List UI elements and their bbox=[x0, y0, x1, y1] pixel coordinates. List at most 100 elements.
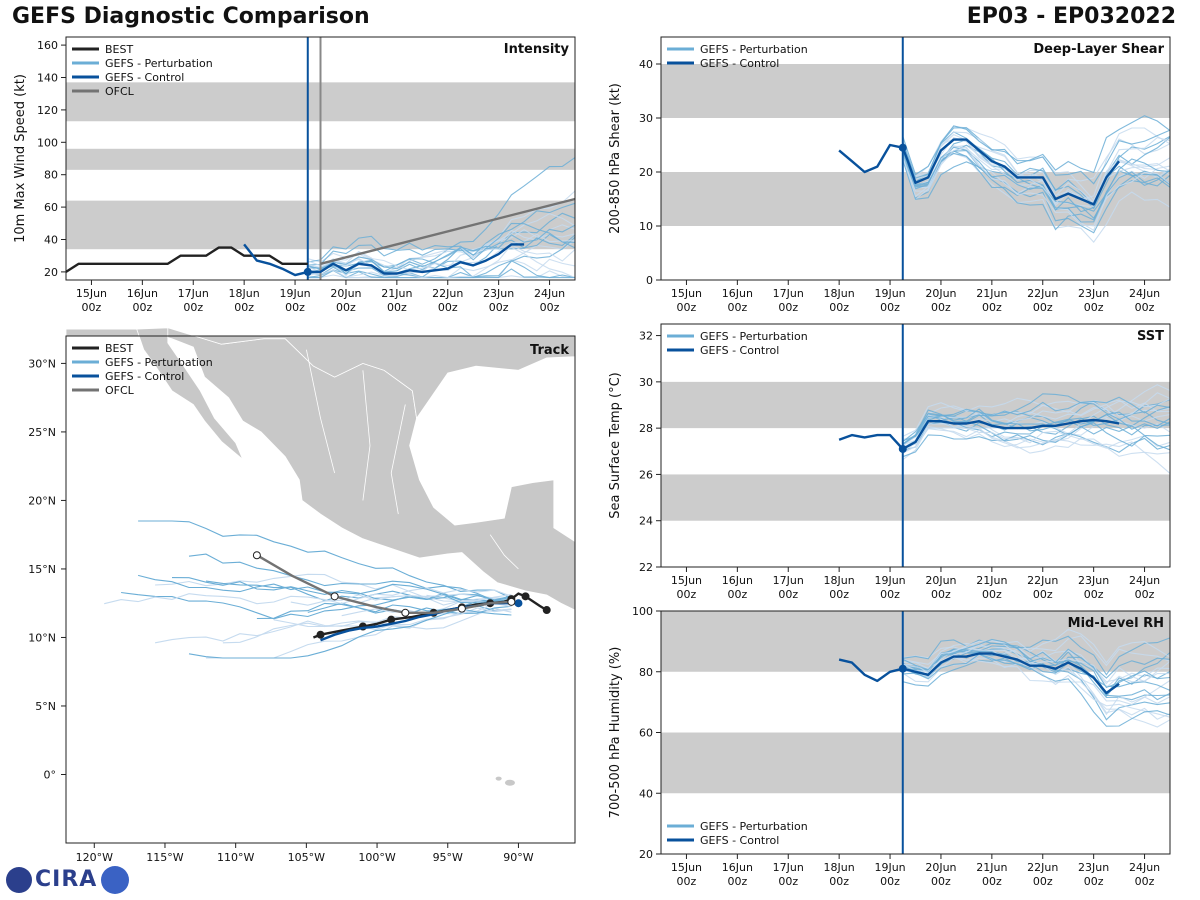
y-tick-label: 32 bbox=[639, 330, 653, 343]
bestline bbox=[65, 246, 308, 273]
x-tick-label: 24Jun bbox=[1129, 287, 1160, 300]
x-tick-label: 00z bbox=[540, 301, 560, 314]
y-tick-label: 40 bbox=[639, 787, 653, 800]
perturbation-line bbox=[902, 427, 1171, 457]
state-border bbox=[489, 534, 519, 570]
x-tick-label: 24Jun bbox=[1129, 574, 1160, 587]
x-tick-label: 00z bbox=[727, 588, 747, 601]
perturbation-line bbox=[902, 397, 1171, 437]
cira-logo: CIRA bbox=[6, 866, 130, 894]
control-point bbox=[514, 599, 523, 608]
x-tick-label: 00z bbox=[727, 875, 747, 888]
perturbation-line bbox=[902, 127, 1171, 201]
perturbation-track bbox=[188, 553, 512, 602]
x-tick-label: 23Jun bbox=[483, 287, 514, 300]
x-tick-label: 20Jun bbox=[925, 861, 956, 874]
x-tick-label: 00z bbox=[438, 301, 458, 314]
x-tick-label: 21Jun bbox=[381, 287, 412, 300]
perturbation-line bbox=[902, 642, 1171, 706]
x-tick-label: 19Jun bbox=[874, 861, 905, 874]
legend-label: GEFS - Perturbation bbox=[700, 43, 808, 56]
perturbation-line bbox=[902, 408, 1171, 451]
figure-title: GEFS Diagnostic Comparison bbox=[12, 4, 370, 29]
x-tick-label: 19Jun bbox=[874, 287, 905, 300]
init-point bbox=[898, 664, 907, 673]
x-tick-label: 00z bbox=[727, 301, 747, 314]
x-tick-label: 21Jun bbox=[976, 861, 1007, 874]
perturbation-line bbox=[902, 645, 1171, 701]
ofclpoint bbox=[401, 608, 410, 617]
init-point bbox=[898, 444, 907, 453]
x-tick-label: 00z bbox=[132, 301, 152, 314]
x-tick-label: 23Jun bbox=[1078, 861, 1109, 874]
x-tick-label: 17Jun bbox=[773, 861, 804, 874]
x-tick-label: 15Jun bbox=[671, 574, 702, 587]
legend-label: GEFS - Control bbox=[105, 71, 184, 84]
x-tick-label: 90°W bbox=[503, 851, 533, 864]
y-tick-label: 26 bbox=[639, 468, 653, 481]
state-border bbox=[306, 349, 335, 474]
axes-frame bbox=[660, 323, 1171, 568]
bestpoint bbox=[521, 592, 530, 601]
y-axis-label: 200-850 hPa Shear (kt) bbox=[608, 83, 623, 234]
init-point bbox=[303, 267, 312, 276]
x-tick-label: 17Jun bbox=[773, 287, 804, 300]
perturbation-line bbox=[902, 648, 1171, 691]
perturbation-track bbox=[121, 591, 512, 620]
perturbation-line bbox=[902, 131, 1171, 223]
legend-label: GEFS - Perturbation bbox=[700, 330, 808, 343]
axes-frame bbox=[65, 36, 576, 281]
y-tick-label: 22 bbox=[639, 561, 653, 574]
panel-title: Intensity bbox=[504, 42, 570, 57]
x-tick-label: 00z bbox=[82, 301, 102, 314]
y-tick-label: 30°N bbox=[28, 357, 56, 370]
x-tick-label: 18Jun bbox=[824, 287, 855, 300]
x-tick-label: 00z bbox=[931, 875, 951, 888]
axes-frame bbox=[660, 36, 1171, 281]
x-tick-label: 95°W bbox=[433, 851, 463, 864]
x-tick-label: 00z bbox=[677, 588, 697, 601]
perturbation-line bbox=[902, 646, 1171, 728]
x-tick-label: 110°W bbox=[217, 851, 254, 864]
init-point bbox=[898, 143, 907, 152]
gefs-controlline bbox=[838, 138, 1121, 206]
x-tick-label: 00z bbox=[336, 301, 356, 314]
x-tick-label: 24Jun bbox=[1129, 861, 1160, 874]
ofclpoint bbox=[457, 604, 466, 613]
y-tick-label: 40 bbox=[639, 58, 653, 71]
y-tick-label: 80 bbox=[639, 666, 653, 679]
x-tick-label: 100°W bbox=[358, 851, 395, 864]
x-tick-label: 16Jun bbox=[722, 861, 753, 874]
x-tick-label: 00z bbox=[387, 301, 407, 314]
y-axis-label: 700-500 hPa Humidity (%) bbox=[608, 647, 623, 819]
y-tick-label: 80 bbox=[44, 169, 58, 182]
shear-panel: 01020304015Jun00z16Jun00z17Jun00z18Jun00… bbox=[608, 36, 1171, 314]
x-tick-label: 21Jun bbox=[976, 574, 1007, 587]
x-tick-label: 18Jun bbox=[824, 861, 855, 874]
x-tick-label: 15Jun bbox=[76, 287, 107, 300]
perturbation-line bbox=[902, 653, 1171, 727]
state-border bbox=[362, 370, 371, 501]
x-tick-label: 00z bbox=[1084, 875, 1104, 888]
legend-label: GEFS - Perturbation bbox=[105, 356, 213, 369]
x-tick-label: 16Jun bbox=[722, 574, 753, 587]
legend-label: BEST bbox=[105, 43, 133, 56]
x-tick-label: 00z bbox=[1135, 588, 1155, 601]
perturbation-line bbox=[902, 136, 1171, 207]
x-tick-label: 00z bbox=[931, 301, 951, 314]
x-tick-label: 22Jun bbox=[1027, 574, 1058, 587]
perturbation-line bbox=[902, 635, 1171, 675]
y-tick-label: 60 bbox=[639, 727, 653, 740]
island bbox=[504, 779, 515, 786]
x-tick-label: 00z bbox=[677, 875, 697, 888]
perturbation-line bbox=[307, 234, 576, 266]
x-tick-label: 15Jun bbox=[671, 287, 702, 300]
perturbation-track bbox=[155, 573, 512, 606]
gefs-controlline bbox=[838, 652, 1120, 695]
x-tick-label: 00z bbox=[778, 875, 798, 888]
x-tick-label: 00z bbox=[183, 301, 203, 314]
perturbation-line bbox=[307, 202, 576, 263]
panel-title: SST bbox=[1137, 329, 1164, 344]
